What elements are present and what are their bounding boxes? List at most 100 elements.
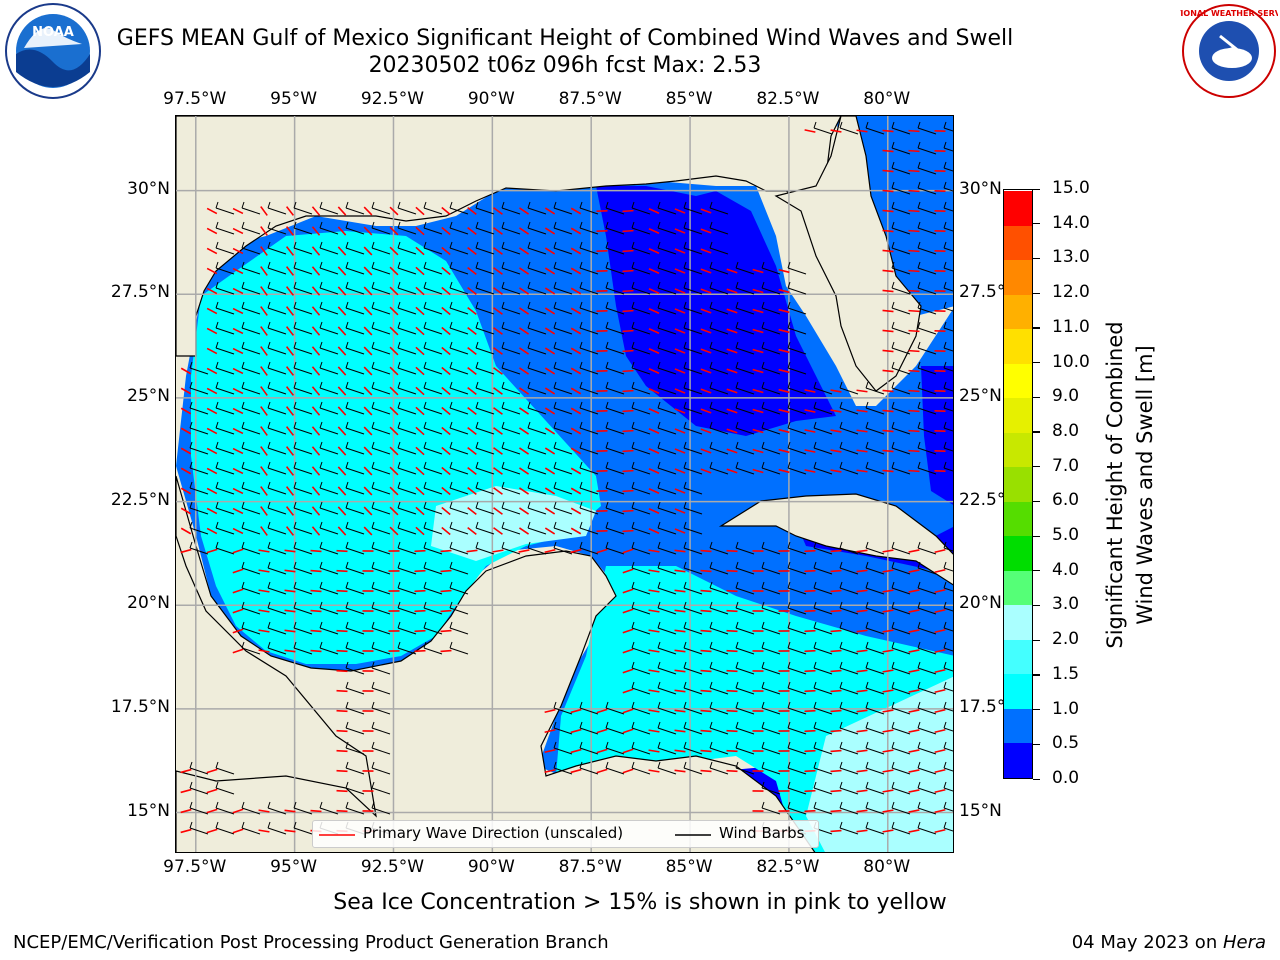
wind-barb-flag	[345, 601, 349, 609]
wave-direction-arrow	[700, 689, 712, 693]
wind-barb	[449, 407, 469, 415]
wind-barb-flag	[761, 261, 765, 269]
wind-barb	[267, 567, 287, 575]
wind-barb	[943, 247, 953, 252]
wave-direction-arrow	[648, 228, 660, 234]
wind-barb	[631, 547, 651, 555]
wind-barb-flag	[657, 601, 661, 609]
wave-direction-arrow	[804, 129, 816, 133]
wind-barb-flag	[267, 481, 271, 489]
wave-direction-arrow	[206, 307, 218, 315]
wind-barb-flag	[631, 301, 635, 309]
wind-barb-flag	[423, 621, 427, 629]
wind-barb-flag	[293, 801, 297, 809]
wind-barb-flag	[527, 261, 531, 269]
wind-barb-flag	[579, 261, 583, 269]
wind-barb-flag	[683, 201, 687, 209]
wind-barb	[787, 347, 807, 355]
wind-barb	[943, 747, 953, 752]
wind-barb	[657, 667, 677, 675]
wave-direction-arrow	[648, 468, 660, 474]
wind-barb	[787, 547, 807, 555]
lat-tick-left: 15°N	[127, 800, 170, 821]
wind-barb	[319, 287, 339, 295]
wind-barb	[267, 547, 287, 555]
wave-direction-arrow	[415, 486, 425, 496]
wave-direction-arrow	[726, 649, 738, 653]
wind-barb	[319, 267, 339, 275]
wind-barb	[397, 467, 417, 475]
wind-barb	[735, 267, 755, 275]
wind-barb	[709, 227, 729, 235]
wind-barb-flag	[501, 421, 505, 429]
wind-barb	[475, 407, 495, 415]
map-subtitle: 20230502 t06z 096h fcst Max: 2.53	[368, 53, 762, 78]
wind-barb	[293, 647, 313, 655]
wind-barb-flag	[891, 441, 895, 449]
wind-barb-flag	[501, 381, 505, 389]
wind-barb-flag	[371, 641, 375, 649]
wind-barb	[761, 747, 781, 755]
wave-direction-arrow	[337, 306, 347, 316]
wave-direction-arrow	[570, 467, 582, 475]
wave-direction-arrow	[830, 689, 842, 693]
wind-barb-flag	[839, 121, 843, 129]
wind-barb-flag	[449, 301, 453, 309]
wave-direction-arrow	[389, 406, 399, 416]
wind-barb-flag	[813, 441, 817, 449]
wind-barb-flag	[241, 621, 245, 629]
wind-barb-flag	[943, 741, 947, 749]
wind-barb	[631, 227, 651, 235]
wave-direction-arrow	[726, 749, 738, 753]
wave-direction-arrow	[260, 526, 268, 536]
wave-direction-arrow	[622, 389, 634, 393]
wave-direction-arrow	[258, 589, 270, 593]
wind-barb	[345, 567, 365, 575]
wind-barb-flag	[293, 561, 297, 569]
wind-barb-flag	[345, 321, 349, 329]
colorbar-swatch	[1004, 604, 1032, 640]
wind-barb-flag	[943, 241, 947, 249]
wind-barb-flag	[371, 421, 375, 429]
wind-barb-flag	[267, 501, 271, 509]
wind-barb-flag	[917, 401, 921, 409]
wind-barb-flag	[657, 701, 661, 709]
wave-direction-arrow	[700, 428, 712, 434]
wave-direction-arrow	[596, 748, 608, 754]
wave-direction-arrow	[882, 229, 894, 233]
wave-direction-arrow	[830, 729, 842, 733]
wind-barb-flag	[345, 681, 349, 689]
wind-barb	[787, 447, 807, 455]
wind-barb-flag	[891, 221, 895, 229]
wave-direction-arrow	[363, 506, 373, 516]
wind-barb-flag	[371, 281, 375, 289]
wind-barb-flag	[553, 261, 557, 269]
wave-direction-arrow	[622, 469, 634, 473]
wind-barb	[189, 487, 209, 495]
wave-direction-arrow	[285, 526, 295, 536]
wind-barb	[449, 547, 469, 555]
wind-barb-flag	[371, 381, 375, 389]
wind-barb-flag	[397, 501, 401, 509]
wind-barb-flag	[813, 541, 817, 549]
wind-barb-flag	[761, 721, 765, 729]
wind-barb	[891, 707, 911, 715]
colorbar-swatch	[1004, 190, 1032, 226]
wind-barb	[839, 747, 859, 755]
wave-direction-arrow	[232, 207, 244, 215]
wind-barb	[891, 167, 911, 175]
wave-direction-arrow	[441, 206, 451, 216]
wave-direction-arrow	[518, 327, 530, 335]
wind-barb	[345, 627, 365, 635]
wave-direction-arrow	[336, 629, 348, 633]
wave-direction-arrow	[180, 447, 192, 455]
wind-barb	[423, 307, 443, 315]
wind-barb-flag	[657, 761, 661, 769]
wave-direction-arrow	[570, 768, 582, 774]
wave-direction-arrow	[648, 348, 660, 354]
wind-barb	[527, 327, 547, 335]
wind-barb	[787, 287, 807, 295]
wind-barb	[761, 287, 781, 295]
wave-direction-arrow	[441, 346, 451, 356]
wave-direction-arrow	[674, 368, 686, 374]
